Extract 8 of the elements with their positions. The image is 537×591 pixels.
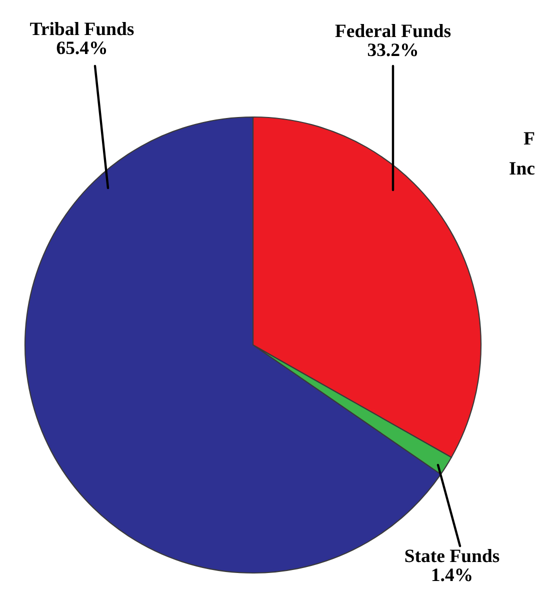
data-label: 65.4% xyxy=(56,42,106,54)
slice-label: Federal Funds xyxy=(335,24,451,38)
data-label: 33.2% xyxy=(368,44,418,56)
data-label: 1.4% xyxy=(432,568,472,582)
slice-label: State Funds xyxy=(405,549,500,562)
text: F xyxy=(524,132,534,145)
text: Inc xyxy=(510,162,535,175)
slice-label: Tribal Funds xyxy=(30,22,134,36)
